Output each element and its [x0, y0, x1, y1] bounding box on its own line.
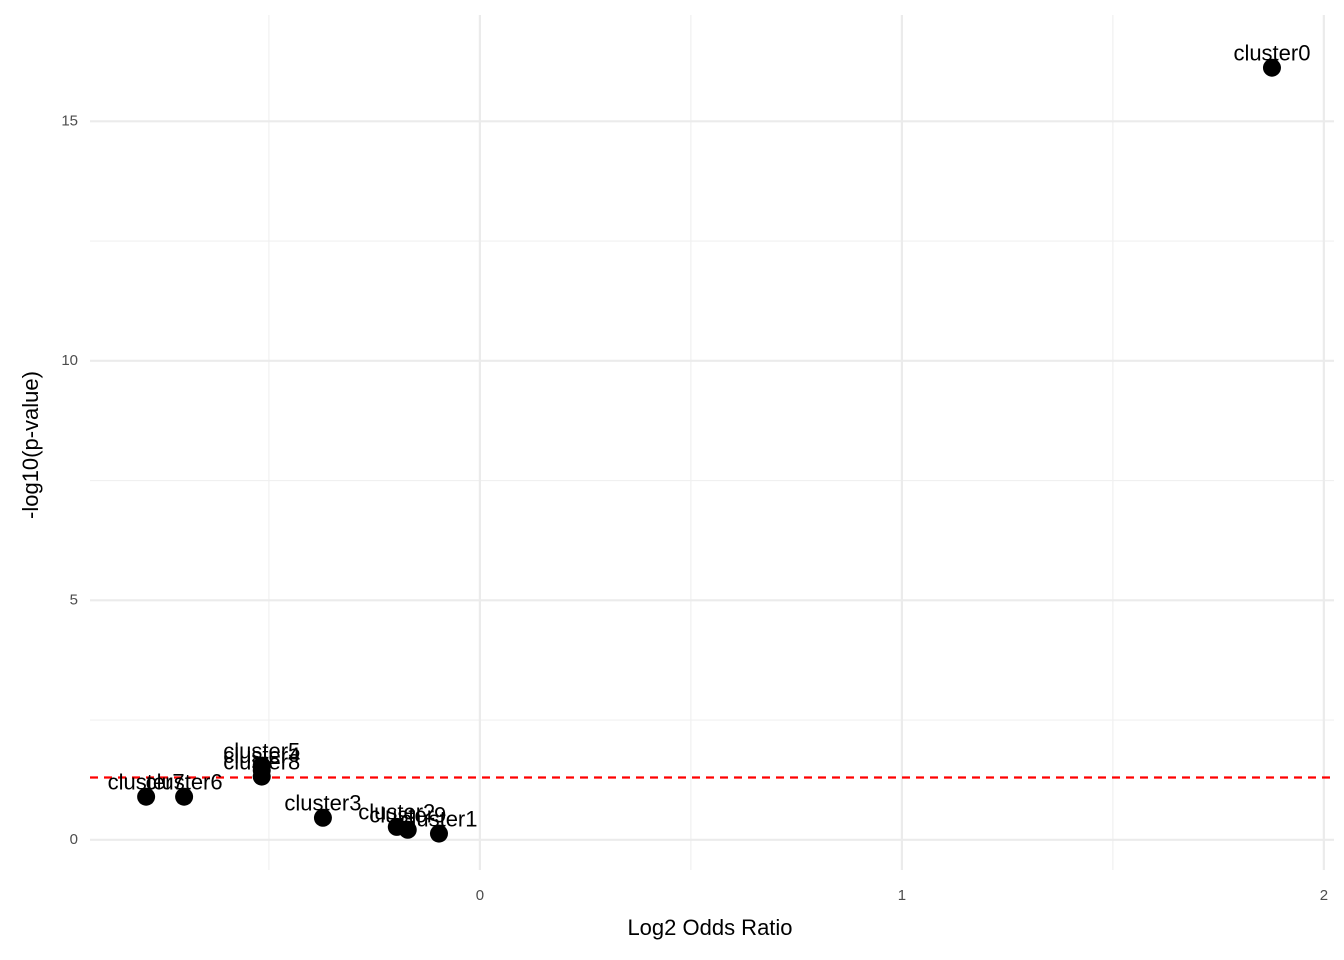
point-label: cluster6 — [146, 770, 223, 795]
y-tick-label: 0 — [70, 831, 78, 848]
point — [137, 787, 156, 806]
point — [175, 787, 194, 806]
point-label: cluster8 — [223, 749, 300, 774]
point — [1262, 58, 1281, 77]
x-tick-label: 0 — [476, 887, 484, 904]
point-label: cluster7 — [108, 770, 185, 795]
y-tick-label: 5 — [70, 591, 78, 608]
point-label: cluster0 — [1233, 41, 1310, 66]
point — [252, 767, 271, 786]
x-tick-label: 2 — [1320, 887, 1328, 904]
point — [429, 824, 448, 843]
point-label: cluster5 — [223, 738, 300, 763]
point-label: cluster1 — [400, 806, 477, 831]
point-label: cluster2 — [358, 800, 435, 825]
point — [398, 820, 417, 839]
point-label: cluster4 — [223, 743, 300, 768]
y-axis-title: -log10(p-value) — [18, 371, 43, 519]
y-tick-label: 15 — [61, 112, 78, 129]
x-axis-title: Log2 Odds Ratio — [627, 915, 792, 940]
point — [313, 808, 332, 827]
point-label: cluster3 — [284, 791, 361, 816]
point-label: cluster9 — [369, 803, 446, 828]
y-tick-label: 10 — [61, 352, 78, 369]
x-tick-label: 1 — [898, 887, 906, 904]
